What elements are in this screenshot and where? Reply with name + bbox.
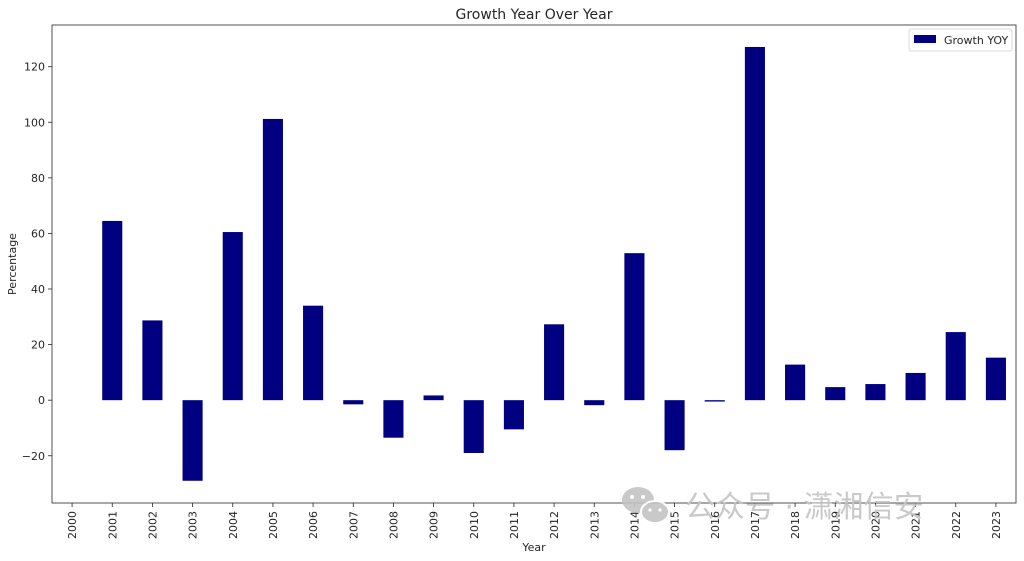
watermark: 公众号 · 潇湘信安 [622, 487, 924, 525]
x-tick-label: 2002 [146, 511, 159, 539]
legend-label: Growth YOY [944, 34, 1008, 47]
bar-2009 [423, 395, 444, 401]
watermark-text: 公众号 · 潇湘信安 [685, 490, 924, 525]
x-tick-label: 2017 [749, 511, 762, 539]
bar-2004 [222, 232, 243, 401]
y-tick-label: 100 [24, 116, 45, 129]
x-tick-label: 2020 [869, 511, 882, 539]
bar-2008 [383, 400, 404, 438]
bar-2017 [744, 46, 765, 401]
legend: Growth YOY [908, 28, 1013, 52]
x-tick-label: 2023 [990, 511, 1003, 539]
y-tick-label: 120 [24, 61, 45, 74]
x-tick-label: 2014 [628, 511, 641, 539]
x-tick-label: 2000 [66, 511, 79, 539]
bar-2022 [945, 332, 966, 401]
y-tick-label: −20 [22, 450, 45, 463]
bar-2001 [102, 220, 123, 401]
bar-2015 [664, 400, 685, 451]
bar-2012 [544, 324, 565, 401]
y-axis: −20 0 20 40 60 80 100 120 [22, 61, 52, 463]
bar-2011 [503, 400, 524, 430]
y-tick-label: 40 [31, 283, 45, 296]
bar-2014 [624, 253, 645, 401]
bar-2016 [704, 400, 725, 402]
x-axis-title: Year [521, 541, 546, 554]
x-axis: 2000 2001 2002 2003 2004 2005 2006 2007 2008 2009… [66, 503, 1003, 539]
bar-2013 [584, 400, 605, 406]
y-tick-label: 60 [31, 227, 45, 240]
x-tick-label: 2012 [548, 511, 561, 539]
bar-2021 [905, 372, 926, 401]
bar-2005 [262, 118, 283, 401]
bars-group [102, 46, 1006, 481]
y-tick-label: 80 [31, 172, 45, 185]
x-tick-label: 2022 [950, 511, 963, 539]
bar-2018 [785, 364, 806, 401]
x-tick-label: 2016 [709, 511, 722, 539]
x-tick-label: 2006 [307, 511, 320, 539]
plot-area [51, 24, 1017, 504]
bar-2006 [303, 305, 324, 401]
x-tick-label: 2003 [187, 511, 200, 539]
bar-2003 [182, 400, 203, 481]
x-tick-label: 2013 [588, 511, 601, 539]
x-tick-label: 2021 [910, 511, 923, 539]
y-tick-label: 20 [31, 339, 45, 352]
x-tick-label: 2011 [508, 511, 521, 539]
x-tick-label: 2015 [669, 511, 682, 539]
bar-2020 [865, 384, 886, 401]
x-tick-label: 2005 [267, 511, 280, 539]
x-tick-label: 2019 [829, 511, 842, 539]
bar-2023 [985, 357, 1006, 401]
x-tick-label: 2010 [468, 511, 481, 539]
bar-2007 [343, 400, 364, 405]
legend-box [908, 28, 1013, 52]
bar-2010 [463, 400, 484, 453]
x-tick-label: 2007 [347, 511, 360, 539]
bar-2019 [825, 387, 846, 401]
x-tick-label: 2008 [387, 511, 400, 539]
y-tick-label: 0 [38, 394, 45, 407]
x-tick-label: 2009 [428, 511, 441, 539]
legend-swatch [914, 35, 936, 43]
y-axis-title: Percentage [6, 233, 19, 295]
x-tick-label: 2004 [227, 511, 240, 539]
x-tick-label: 2018 [789, 511, 802, 539]
bar-2002 [142, 320, 163, 401]
chart-title: Growth Year Over Year [456, 7, 613, 23]
wechat-icon [622, 487, 670, 524]
x-tick-label: 2001 [106, 511, 119, 539]
